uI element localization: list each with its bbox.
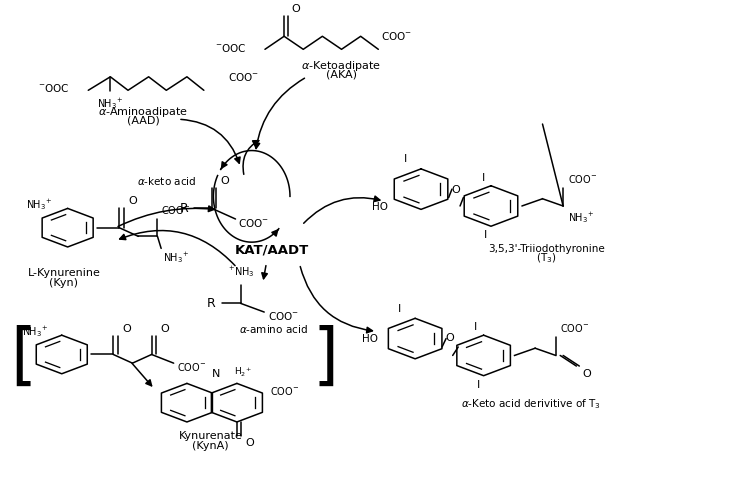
Text: COO$^{-}$: COO$^{-}$ xyxy=(568,173,597,185)
Text: O: O xyxy=(246,438,254,449)
Text: HO: HO xyxy=(362,334,378,343)
Text: $\alpha$-Ketoadipate: $\alpha$-Ketoadipate xyxy=(302,59,381,73)
Text: COO$^{-}$: COO$^{-}$ xyxy=(161,204,191,216)
Text: COO$^{-}$: COO$^{-}$ xyxy=(239,217,270,229)
Text: (Kyn): (Kyn) xyxy=(50,278,78,288)
Text: COO$^{-}$: COO$^{-}$ xyxy=(560,322,590,334)
Text: O: O xyxy=(445,333,454,343)
Text: 3,5,3'-Triiodothyronine: 3,5,3'-Triiodothyronine xyxy=(488,244,605,254)
Text: NH$_{3}$$^{+}$: NH$_{3}$$^{+}$ xyxy=(163,250,189,265)
Text: NH$_{3}$$^{+}$: NH$_{3}$$^{+}$ xyxy=(98,96,123,111)
Text: O: O xyxy=(582,369,591,379)
Text: NH$_{3}$$^{+}$: NH$_{3}$$^{+}$ xyxy=(22,324,48,338)
Text: COO$^{-}$: COO$^{-}$ xyxy=(177,360,207,373)
Text: O: O xyxy=(128,196,137,206)
Text: O: O xyxy=(122,324,131,334)
Text: O: O xyxy=(160,324,169,334)
Text: I: I xyxy=(477,379,480,390)
Text: (T$_{3}$): (T$_{3}$) xyxy=(536,251,556,265)
Text: (AKA): (AKA) xyxy=(326,70,357,80)
Text: NH$_{3}$$^{+}$: NH$_{3}$$^{+}$ xyxy=(26,197,52,212)
Text: $\alpha$-keto acid: $\alpha$-keto acid xyxy=(137,175,197,187)
Text: Kynurenate: Kynurenate xyxy=(179,431,242,441)
Text: I: I xyxy=(484,230,487,240)
Text: ]: ] xyxy=(313,325,338,391)
Text: $\alpha$-Keto acid derivitive of T$_{3}$: $\alpha$-Keto acid derivitive of T$_{3}$ xyxy=(461,397,602,411)
Text: $^{-}$OOC: $^{-}$OOC xyxy=(38,82,69,94)
Text: (AAD): (AAD) xyxy=(127,116,160,126)
Text: L-Kynurenine: L-Kynurenine xyxy=(27,268,101,279)
Text: [: [ xyxy=(10,325,36,391)
Text: COO$^{-}$: COO$^{-}$ xyxy=(381,30,412,42)
Text: KAT/AADT: KAT/AADT xyxy=(235,244,310,257)
Text: I: I xyxy=(474,322,477,332)
Text: R: R xyxy=(180,202,188,215)
Text: $\alpha$-amino acid: $\alpha$-amino acid xyxy=(239,323,308,335)
Text: $^{-}$OOC: $^{-}$OOC xyxy=(215,42,247,55)
Text: R: R xyxy=(207,297,216,310)
Text: COO$^{-}$: COO$^{-}$ xyxy=(228,71,259,83)
Text: I: I xyxy=(398,304,401,314)
Text: H$_{2}$$^{+}$: H$_{2}$$^{+}$ xyxy=(234,365,252,378)
Text: I: I xyxy=(404,154,407,164)
Text: NH$_{3}$$^{+}$: NH$_{3}$$^{+}$ xyxy=(568,210,593,225)
Text: $\alpha$-Aminoadipate: $\alpha$-Aminoadipate xyxy=(98,105,188,119)
Text: I: I xyxy=(481,173,485,183)
Text: (KynA): (KynA) xyxy=(192,441,229,450)
Text: O: O xyxy=(452,185,460,195)
Text: HO: HO xyxy=(372,202,389,212)
Text: COO$^{-}$: COO$^{-}$ xyxy=(268,310,299,322)
Text: O: O xyxy=(221,176,230,186)
Text: O: O xyxy=(291,3,300,14)
Text: $^{+}$NH$_{3}$: $^{+}$NH$_{3}$ xyxy=(228,264,253,279)
Text: COO$^{-}$: COO$^{-}$ xyxy=(270,385,299,396)
Text: N: N xyxy=(212,369,221,378)
